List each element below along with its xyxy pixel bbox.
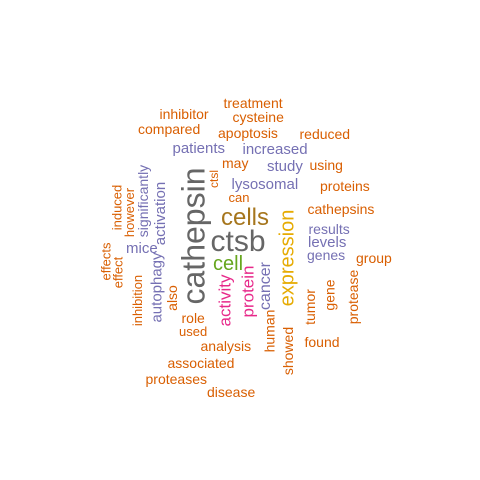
word-cathepsins: cathepsins [307,201,375,217]
word-however: however [121,187,137,237]
word-cathepsin: cathepsin [174,167,211,305]
word-proteins: proteins [320,178,370,194]
word-cells: cells [221,204,270,231]
word-apoptosis: apoptosis [218,125,278,141]
word-may: may [222,155,249,171]
word-ctsb: ctsb [210,225,266,258]
word-also: also [163,285,180,311]
word-inhibitor: inhibitor [159,106,209,122]
word-human: human [260,309,277,353]
word-expression: expression [275,209,298,307]
word-patients: patients [172,139,226,157]
word-disease: disease [207,384,256,400]
word-genes: genes [307,247,346,263]
word-can: can [228,189,250,205]
word-associated: associated [167,355,235,371]
word-study: study [267,157,303,175]
word-activation: activation [151,181,169,245]
word-gene: gene [321,279,338,311]
word-cancer: cancer [257,261,275,311]
word-using: using [309,157,343,173]
word-tumor: tumor [301,289,318,325]
word-autophagy: autophagy [148,251,166,323]
word-role: role [181,310,205,326]
word-showed: showed [280,326,297,376]
word-group: group [356,250,392,266]
word-levels: levels [308,233,347,251]
word-compared: compared [138,121,201,137]
word-activity: activity [215,274,235,326]
word-analysis: analysis [200,338,252,354]
word-reduced: reduced [299,126,351,142]
word-proteases: proteases [145,371,207,387]
word-lysosomal: lysosomal [231,175,299,193]
word-increased: increased [242,140,308,158]
word-ctsl: ctsl [207,170,221,188]
word-found: found [304,334,340,350]
word-protein: protein [238,265,258,317]
word-treatment: treatment [223,95,283,111]
word-used: used [179,323,208,339]
word-mice: mice [126,239,158,257]
word-protease: protease [345,269,362,325]
word-results: results [308,221,350,237]
word-effect: effect [110,256,126,288]
word-cysteine: cysteine [232,109,284,125]
word-cell: cell [213,253,244,275]
word-inhibition: inhibition [129,274,145,326]
word-significantly: significantly [135,164,152,238]
